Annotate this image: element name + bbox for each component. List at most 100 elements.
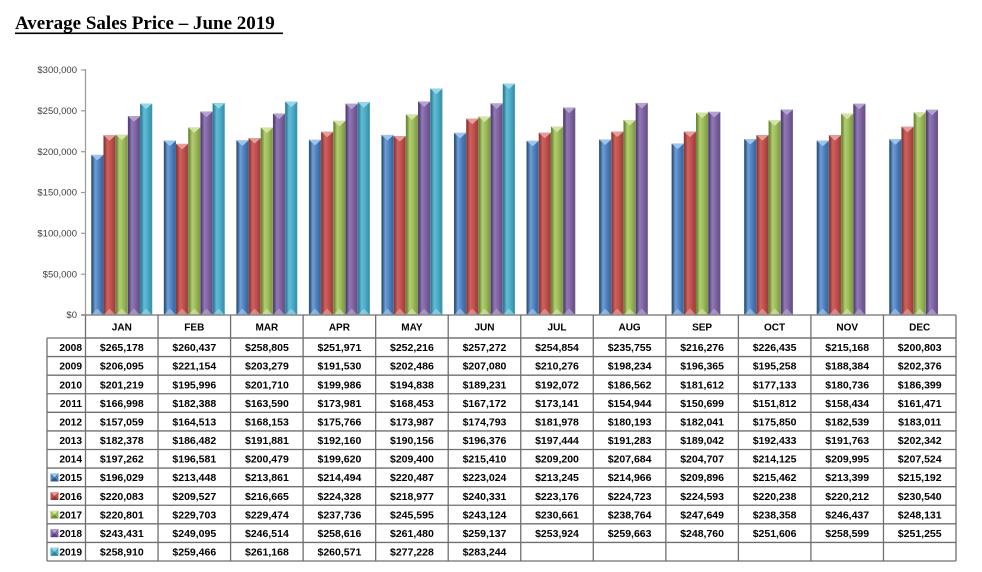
svg-text:$199,620: $199,620	[318, 454, 362, 466]
svg-text:$230,661: $230,661	[535, 509, 579, 521]
svg-text:$218,977: $218,977	[390, 491, 434, 503]
svg-text:$220,487: $220,487	[390, 472, 434, 484]
svg-text:$186,399: $186,399	[898, 379, 942, 391]
svg-text:$259,137: $259,137	[463, 528, 507, 540]
svg-text:$248,131: $248,131	[898, 509, 942, 521]
svg-text:$215,192: $215,192	[898, 472, 942, 484]
svg-text:$175,850: $175,850	[753, 416, 797, 428]
svg-text:$191,763: $191,763	[825, 435, 869, 447]
svg-text:$188,384: $188,384	[825, 361, 869, 373]
svg-text:$260,571: $260,571	[318, 547, 362, 559]
svg-text:$192,433: $192,433	[753, 435, 797, 447]
svg-text:$223,176: $223,176	[535, 491, 579, 503]
svg-text:$50,000: $50,000	[43, 269, 77, 280]
svg-text:$177,133: $177,133	[753, 379, 797, 391]
svg-text:$243,124: $243,124	[463, 509, 507, 521]
svg-text:$164,513: $164,513	[172, 416, 216, 428]
svg-text:JUL: JUL	[548, 322, 567, 333]
svg-text:$196,029: $196,029	[100, 472, 144, 484]
svg-text:$246,514: $246,514	[245, 528, 289, 540]
svg-text:$238,358: $238,358	[753, 509, 797, 521]
svg-text:AUG: AUG	[618, 322, 640, 333]
svg-text:$195,996: $195,996	[172, 379, 216, 391]
svg-text:$191,881: $191,881	[245, 435, 289, 447]
svg-text:OCT: OCT	[764, 322, 785, 333]
svg-text:$277,228: $277,228	[390, 547, 434, 559]
svg-text:$249,095: $249,095	[172, 528, 216, 540]
svg-text:2018: 2018	[59, 529, 82, 540]
svg-text:$201,710: $201,710	[245, 379, 289, 391]
svg-text:$194,838: $194,838	[390, 379, 434, 391]
svg-text:$213,448: $213,448	[172, 472, 216, 484]
svg-text:$229,703: $229,703	[172, 509, 216, 521]
svg-text:$247,649: $247,649	[680, 509, 724, 521]
svg-text:$235,755: $235,755	[608, 342, 652, 354]
svg-text:$251,606: $251,606	[753, 528, 797, 540]
svg-text:$168,453: $168,453	[390, 398, 434, 410]
svg-text:$182,378: $182,378	[100, 435, 144, 447]
svg-text:$200,803: $200,803	[898, 342, 942, 354]
svg-text:$190,156: $190,156	[390, 435, 434, 447]
svg-text:$0: $0	[66, 310, 77, 321]
svg-text:$150,699: $150,699	[680, 398, 724, 410]
svg-text:$200,479: $200,479	[245, 454, 289, 466]
svg-text:$259,466: $259,466	[172, 547, 216, 559]
svg-text:$182,388: $182,388	[172, 398, 216, 410]
svg-text:$189,231: $189,231	[463, 379, 507, 391]
svg-text:$166,998: $166,998	[100, 398, 144, 410]
svg-text:$186,482: $186,482	[172, 435, 216, 447]
svg-text:$261,480: $261,480	[390, 528, 434, 540]
svg-text:$191,530: $191,530	[318, 361, 362, 373]
svg-text:$196,365: $196,365	[680, 361, 724, 373]
svg-text:MAY: MAY	[401, 322, 423, 333]
svg-text:$246,437: $246,437	[825, 509, 869, 521]
svg-text:$207,684: $207,684	[608, 454, 652, 466]
svg-text:$215,410: $215,410	[463, 454, 507, 466]
svg-text:$220,238: $220,238	[753, 491, 797, 503]
svg-text:$214,966: $214,966	[608, 472, 652, 484]
svg-text:$215,168: $215,168	[825, 342, 869, 354]
svg-text:$199,986: $199,986	[318, 379, 362, 391]
svg-text:$183,011: $183,011	[898, 416, 941, 428]
svg-text:$157,059: $157,059	[100, 416, 144, 428]
svg-text:$210,276: $210,276	[535, 361, 579, 373]
svg-text:$248,760: $248,760	[680, 528, 724, 540]
svg-text:$191,283: $191,283	[608, 435, 652, 447]
svg-text:$151,812: $151,812	[753, 398, 797, 410]
svg-text:Average Sales Price – June 201: Average Sales Price – June 2019	[15, 13, 275, 34]
svg-text:$100,000: $100,000	[37, 229, 77, 240]
svg-text:$175,766: $175,766	[318, 416, 362, 428]
svg-text:MAR: MAR	[256, 322, 280, 333]
svg-text:$150,000: $150,000	[37, 188, 77, 199]
svg-text:$216,276: $216,276	[680, 342, 724, 354]
svg-text:$207,080: $207,080	[463, 361, 507, 373]
svg-text:$260,437: $260,437	[172, 342, 216, 354]
svg-text:$161,471: $161,471	[898, 398, 942, 410]
svg-text:$201,219: $201,219	[100, 379, 144, 391]
svg-text:$202,376: $202,376	[898, 361, 942, 373]
svg-text:$265,178: $265,178	[100, 342, 144, 354]
svg-text:$180,736: $180,736	[825, 379, 869, 391]
svg-text:$181,612: $181,612	[680, 379, 724, 391]
svg-text:$203,279: $203,279	[245, 361, 289, 373]
svg-text:$202,486: $202,486	[390, 361, 434, 373]
svg-text:$213,861: $213,861	[245, 472, 289, 484]
svg-text:$258,599: $258,599	[825, 528, 869, 540]
svg-text:$214,125: $214,125	[753, 454, 797, 466]
svg-text:$173,987: $173,987	[390, 416, 434, 428]
svg-text:$195,258: $195,258	[753, 361, 797, 373]
svg-text:DEC: DEC	[909, 322, 930, 333]
svg-text:$238,764: $238,764	[608, 509, 652, 521]
svg-text:APR: APR	[329, 322, 351, 333]
svg-text:$202,342: $202,342	[898, 435, 942, 447]
svg-text:$200,000: $200,000	[37, 147, 77, 158]
svg-text:$209,400: $209,400	[390, 454, 434, 466]
svg-text:$221,154: $221,154	[172, 361, 216, 373]
svg-text:$253,924: $253,924	[535, 528, 579, 540]
svg-text:$189,042: $189,042	[680, 435, 724, 447]
svg-text:$192,072: $192,072	[535, 379, 579, 391]
svg-text:$215,462: $215,462	[753, 472, 797, 484]
svg-text:$224,593: $224,593	[680, 491, 724, 503]
svg-text:$251,971: $251,971	[318, 342, 362, 354]
svg-text:2010: 2010	[59, 380, 82, 391]
